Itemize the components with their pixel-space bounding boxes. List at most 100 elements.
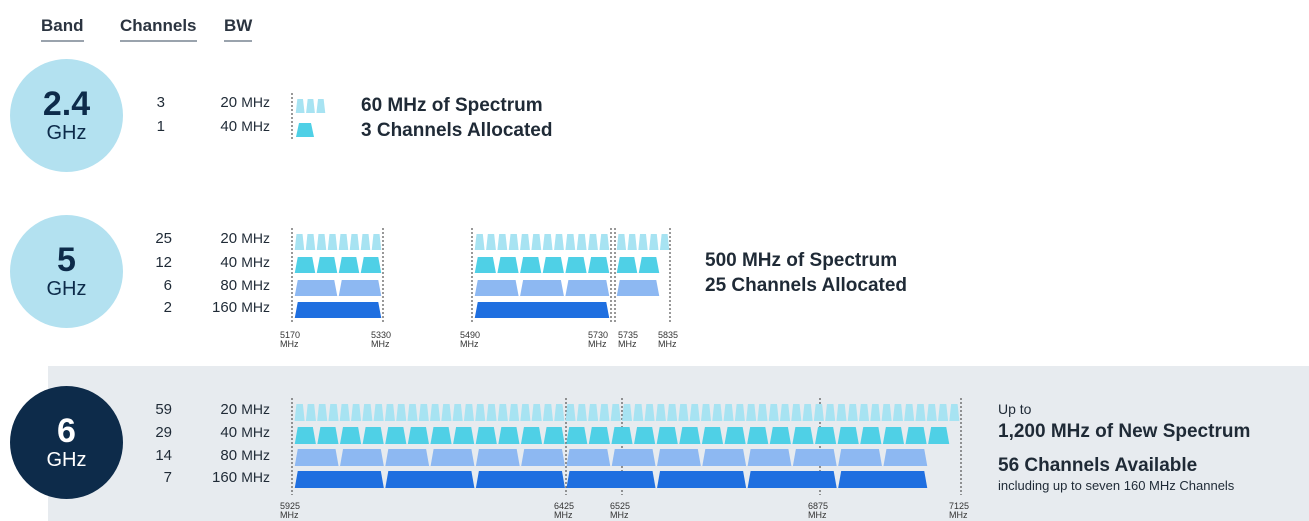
band-value: 2.4 [42, 84, 91, 123]
channel-block-20mhz [328, 404, 339, 421]
channel-block-20mhz [463, 404, 475, 421]
channel-block-20mhz [678, 404, 689, 421]
channel-block-20mhz [351, 404, 362, 421]
channel-block-160mhz [294, 302, 382, 318]
summary-spectrum-6ghz: 1,200 MHz of New Spectrum [998, 421, 1251, 442]
channel-count: 2 [163, 299, 172, 316]
channel-block-20mhz [638, 234, 648, 250]
channel-block-20mhz [531, 404, 542, 421]
band-circle-6ghz: 6 GHz [10, 386, 123, 499]
channel-block-20mhz [757, 404, 768, 421]
channel-block-40mhz [294, 257, 316, 273]
channel-block-20mhz [294, 404, 305, 421]
channel-block-20mhz [667, 404, 678, 421]
freq-tick-unit: MHz [554, 510, 573, 520]
channel-block-80mhz [521, 449, 565, 466]
summary-channels: 25 Channels Allocated [705, 275, 908, 296]
channel-block-40mhz [905, 427, 927, 444]
channel-block-80mhz [294, 280, 338, 296]
channel-block-40mhz [360, 257, 382, 273]
channel-block-20mhz [497, 234, 508, 250]
freq-tick-label: 7125 [949, 501, 969, 511]
channel-block-20mhz [497, 404, 508, 421]
band-value: 6 [57, 411, 76, 450]
channel-block-20mhz [384, 404, 395, 421]
channel-block-20mhz [870, 404, 881, 421]
channel-block-20mhz [360, 234, 371, 250]
channel-block-20mhz [712, 404, 723, 421]
channel-block-40mhz [611, 427, 633, 444]
channel-block-20mhz [859, 404, 870, 421]
channel-block-80mhz [294, 449, 339, 466]
channel-block-20mhz [452, 404, 463, 421]
band-circle-5ghz: 5 GHz [10, 215, 123, 328]
channel-block-20mhz [659, 234, 670, 250]
channel-block-20mhz [779, 404, 791, 421]
channel-block-40mhz [407, 427, 429, 444]
channel-block-20mhz [802, 404, 813, 421]
channel-block-80mhz [657, 449, 701, 466]
channel-count: 7 [163, 469, 172, 486]
channel-block-80mhz [616, 280, 660, 296]
freq-tick-unit: MHz [808, 510, 827, 520]
channel-block-20mhz [339, 404, 350, 421]
freq-tick-label: 5490 [460, 330, 480, 340]
channel-block-80mhz [747, 449, 792, 466]
channel-block-40mhz [679, 427, 701, 444]
channel-block-20mhz [746, 404, 757, 421]
channel-block-40mhz [815, 427, 837, 444]
channel-count: 3 [156, 94, 165, 111]
channel-block-20mhz [306, 99, 315, 113]
channel-block-40mhz [520, 427, 543, 444]
channel-block-160mhz [385, 471, 475, 488]
bandwidth-label: 80 MHz [220, 447, 270, 464]
channel-block-20mhz [317, 404, 328, 421]
channel-block-40mhz [497, 257, 519, 273]
channel-block-160mhz [294, 471, 384, 488]
channel-block-40mhz [453, 427, 475, 444]
freq-tick-label: 5170 [280, 330, 300, 340]
channel-block-20mhz [734, 404, 745, 421]
channel-block-160mhz [475, 471, 565, 488]
channel-block-20mhz [621, 404, 633, 421]
channel-block-80mhz [385, 449, 430, 466]
channel-block-80mhz [611, 449, 656, 466]
channel-block-20mhz [327, 234, 338, 250]
freq-tick-unit: MHz [460, 339, 479, 349]
channel-block-20mhz [475, 404, 486, 421]
channel-block-80mhz [838, 449, 882, 466]
channel-block-20mhz [338, 234, 349, 250]
channel-block-40mhz [430, 427, 452, 444]
channel-block-40mhz [792, 427, 814, 444]
channel-block-160mhz [566, 471, 656, 488]
summary-5ghz: 500 MHz of Spectrum 25 Channels Allocate… [705, 248, 907, 298]
channel-block-40mhz [701, 427, 724, 444]
channel-block-20mhz [689, 404, 700, 421]
channel-block-20mhz [649, 234, 659, 250]
channel-block-40mhz [543, 427, 565, 444]
channel-block-80mhz [565, 280, 610, 296]
channel-block-40mhz [588, 257, 610, 273]
band-unit: GHz [46, 121, 87, 144]
channel-block-40mhz [520, 257, 542, 273]
channel-block-40mhz [656, 427, 678, 444]
channel-block-20mhz [554, 404, 565, 421]
channel-block-20mhz [825, 404, 836, 421]
channel-block-40mhz [747, 427, 769, 444]
channel-block-20mhz [396, 404, 407, 421]
channel-block-160mhz [747, 471, 837, 488]
channel-block-80mhz [340, 449, 384, 466]
header-channels: Channels [120, 16, 197, 42]
summary-prefix: Up to [998, 401, 1032, 417]
channel-block-160mhz [657, 471, 747, 488]
channel-block-20mhz [949, 404, 960, 421]
freq-tick-unit: MHz [949, 510, 968, 520]
channel-count: 29 [155, 424, 172, 441]
channel-block-20mhz [430, 404, 441, 421]
channel-block-40mhz [565, 257, 587, 273]
header-band: Band [41, 16, 84, 42]
channel-block-20mhz [723, 404, 734, 421]
channel-count: 1 [156, 118, 165, 135]
channel-block-40mhz [542, 257, 564, 273]
channel-block-40mhz [385, 427, 407, 444]
